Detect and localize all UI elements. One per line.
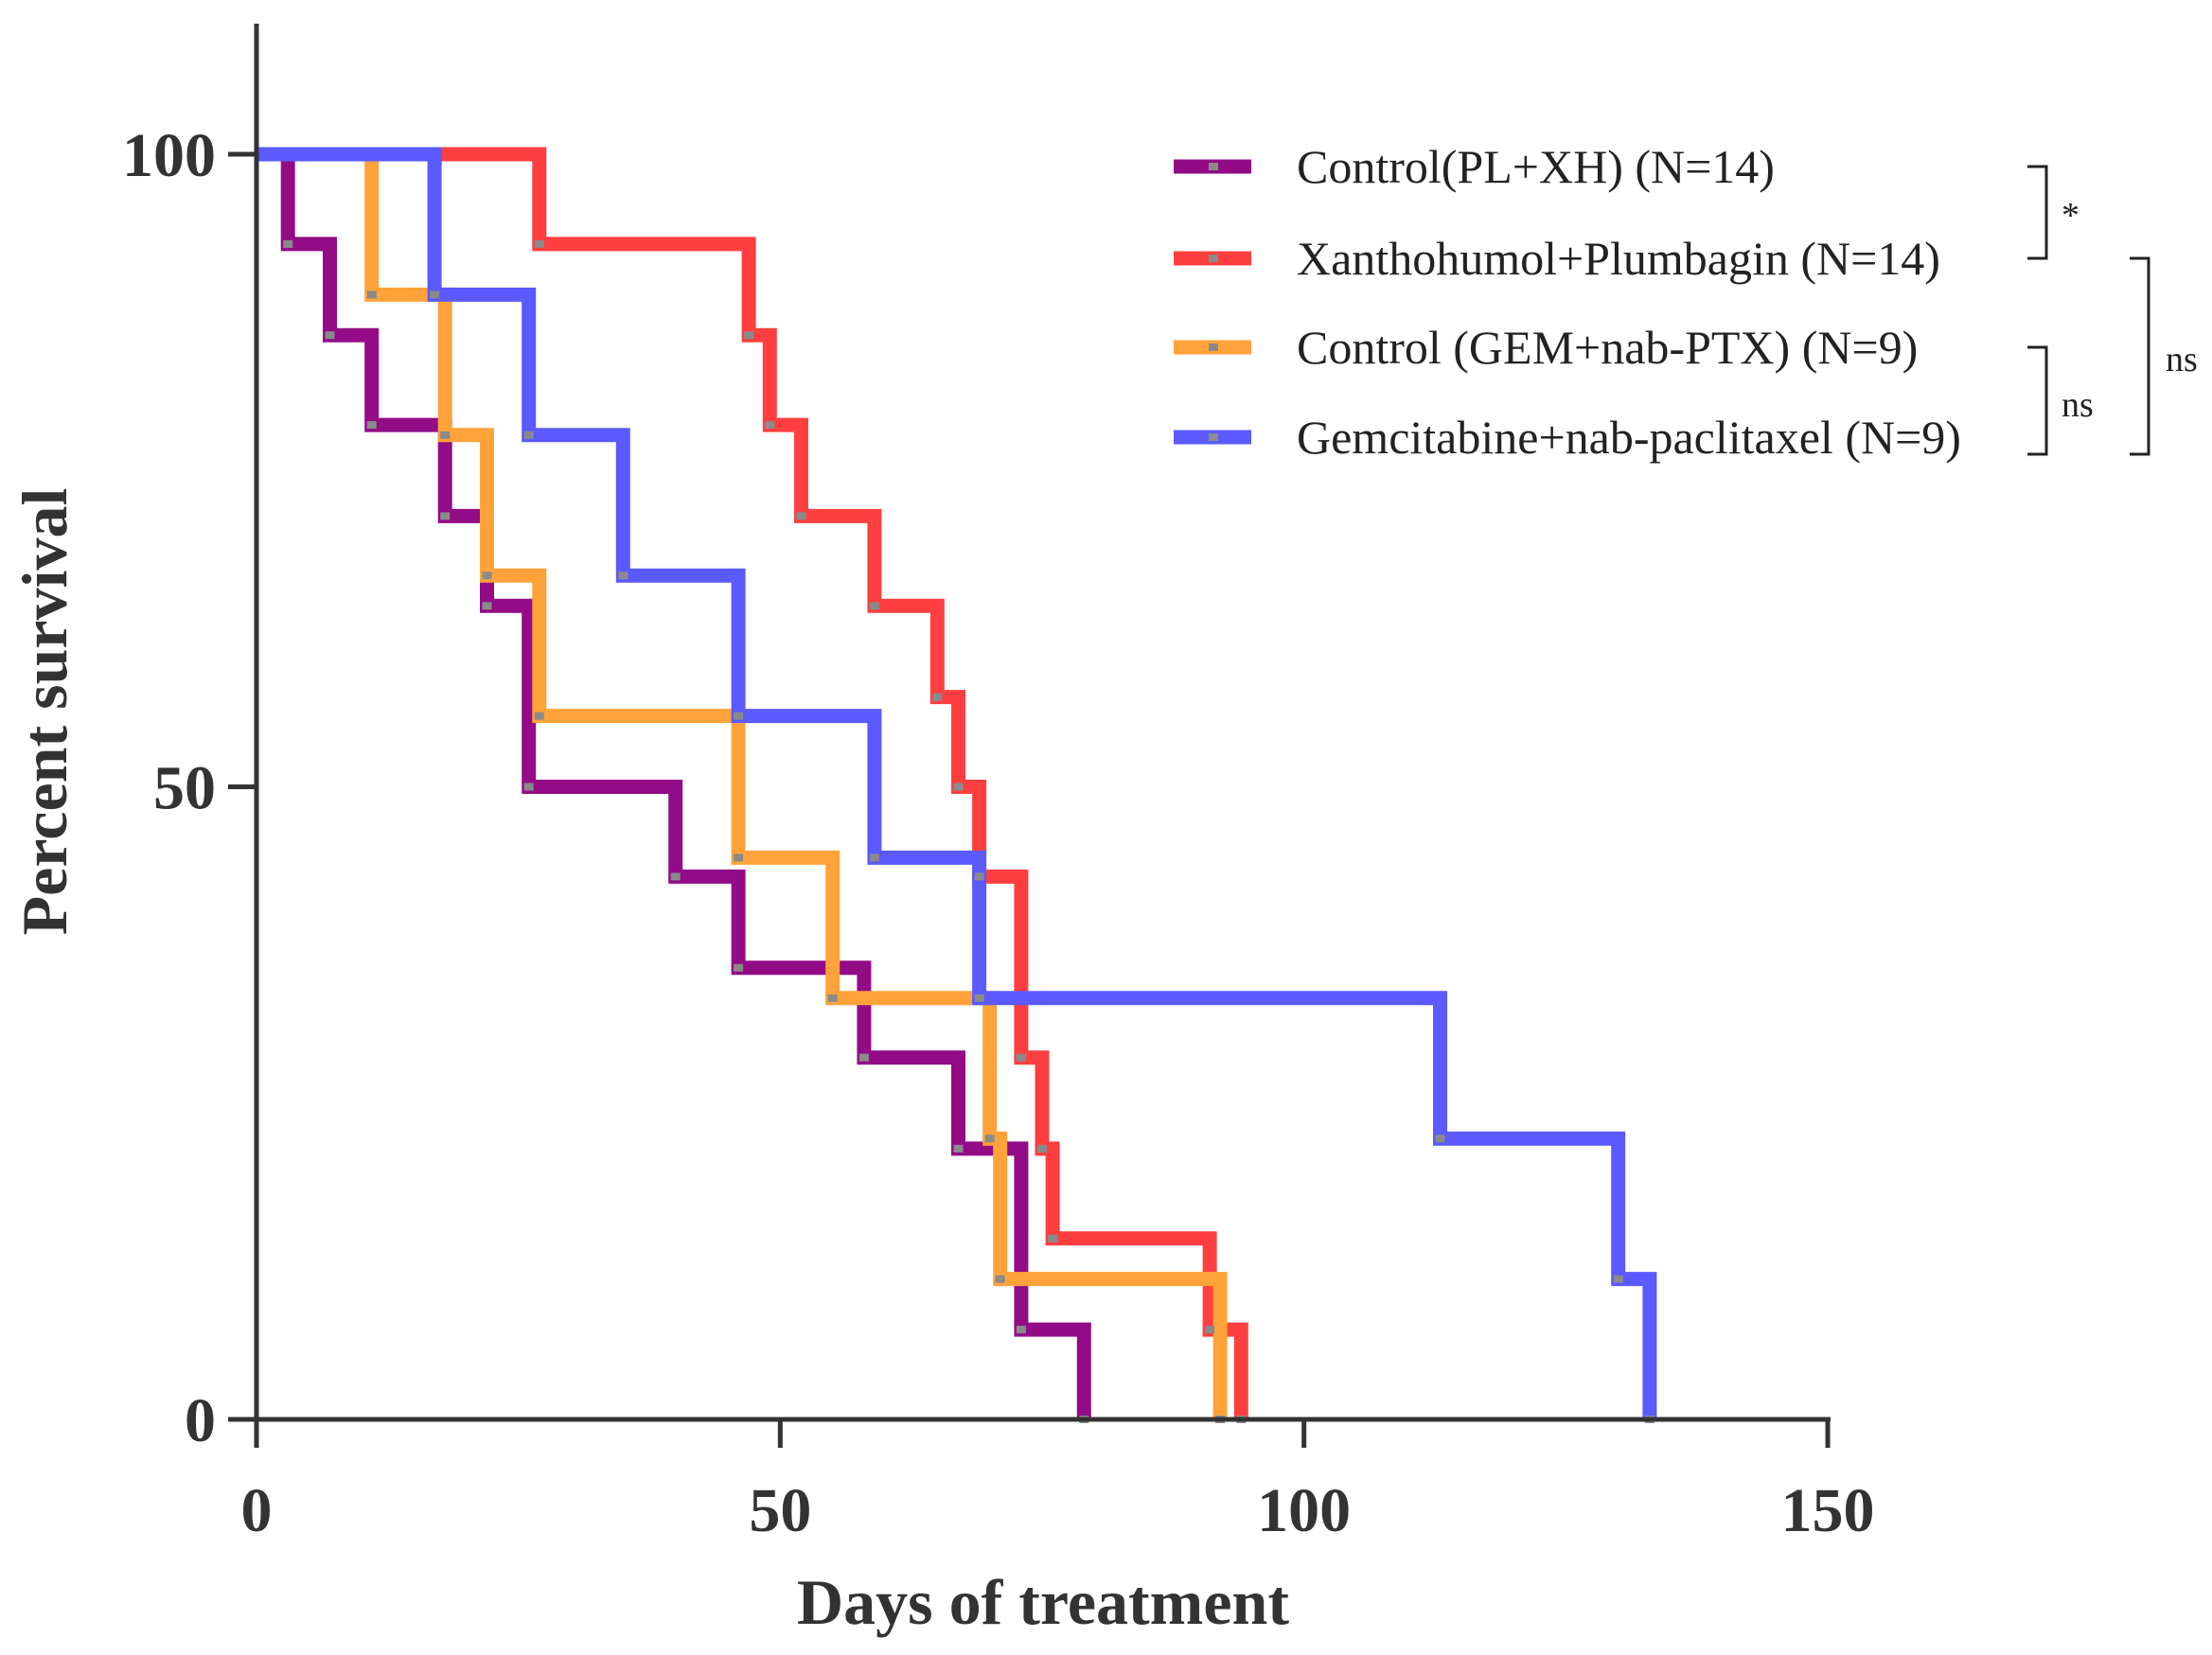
sig-label-1: * [2062, 196, 2079, 236]
censor-mark-1-10 [1037, 1144, 1047, 1153]
sig-label-3: ns [2166, 340, 2198, 379]
censor-mark-3-6 [974, 994, 984, 1002]
censor-mark-2-8 [995, 1275, 1005, 1283]
censor-mark-1-7 [953, 783, 964, 791]
censor-mark-0-10 [953, 1144, 964, 1153]
series-line-1 [257, 147, 1248, 1419]
sig-bracket-1 [2027, 165, 2048, 260]
censor-mark-1-6 [932, 693, 943, 701]
series-line-2 [257, 147, 1228, 1419]
censor-mark-3-3 [618, 572, 628, 580]
censor-mark-0-11 [1016, 1326, 1026, 1334]
censor-mark-1-4 [796, 512, 806, 520]
y-ticks-group: 0 50 100 [122, 121, 257, 1455]
censor-mark-0-8 [734, 963, 744, 972]
censor-mark-0-6 [523, 783, 534, 791]
x-axis-title: Days of treatment [797, 1566, 1289, 1638]
censor-mark-0-5 [482, 602, 492, 610]
censor-marks-group [283, 239, 1655, 1423]
legend-label-0: Control(PL+XH) (N=14) [1297, 140, 1775, 193]
legend-censor-2 [1209, 343, 1218, 351]
y-tick-label-2: 100 [122, 121, 216, 190]
censor-mark-1-5 [869, 602, 879, 610]
x-tick-label-2: 100 [1257, 1476, 1351, 1545]
censor-mark-3-8 [1613, 1275, 1623, 1283]
censor-mark-0-9 [858, 1053, 869, 1062]
censor-mark-2-1 [366, 291, 377, 299]
sig-label-2: ns [2062, 385, 2094, 425]
censor-mark-0-1 [283, 239, 293, 248]
sig-bracket-3 [2130, 256, 2150, 456]
censor-mark-2-5 [734, 854, 744, 862]
censor-mark-2-3 [482, 572, 492, 580]
censor-mark-1-1 [534, 239, 544, 248]
significance-brackets: * ns ns [2027, 165, 2198, 456]
x-tick-label-3: 150 [1781, 1476, 1875, 1545]
sig-bracket-2 [2027, 345, 2048, 456]
legend-censor-1 [1209, 255, 1218, 262]
censor-mark-3-7 [1435, 1135, 1445, 1143]
censor-mark-2-2 [440, 431, 451, 439]
censor-mark-3-5 [869, 854, 879, 862]
censor-mark-0-4 [440, 512, 451, 520]
censor-mark-3-2 [523, 431, 534, 439]
y-tick-label-1: 50 [153, 754, 216, 823]
censor-mark-0-7 [670, 872, 681, 881]
censor-mark-1-3 [765, 421, 775, 430]
censor-mark-3-4 [734, 712, 744, 720]
x-tick-label-0: 0 [241, 1476, 273, 1545]
censor-mark-0-2 [325, 331, 335, 340]
legend: Control(PL+XH) (N=14) Xanthohumol+Plumbag… [1174, 140, 1961, 464]
censor-mark-1-11 [1048, 1234, 1058, 1242]
x-tick-label-1: 50 [749, 1476, 811, 1545]
censor-mark-3-1 [430, 291, 440, 299]
censor-mark-2-6 [827, 994, 838, 1002]
censor-mark-2-4 [534, 712, 544, 720]
censor-mark-1-12 [1205, 1326, 1215, 1334]
censor-mark-1-2 [744, 331, 754, 340]
legend-label-1: Xanthohumol+Plumbagin (N=14) [1297, 232, 1940, 285]
censor-mark-1-9 [1016, 1053, 1026, 1062]
series-line-3 [257, 147, 1657, 1419]
legend-label-3: Gemcitabine+nab-paclitaxel (N=9) [1297, 411, 1961, 464]
y-tick-label-0: 0 [185, 1386, 216, 1455]
legend-censor-3 [1209, 433, 1218, 441]
censor-mark-0-3 [366, 421, 377, 430]
censor-mark-1-8 [974, 872, 984, 881]
censor-mark-2-7 [984, 1135, 995, 1143]
legend-censor-0 [1209, 163, 1218, 170]
legend-label-2: Control (GEM+nab-PTX) (N=9) [1297, 321, 1918, 374]
y-axis-title: Percent survival [9, 488, 80, 936]
x-ticks-group: 0 50 100 150 [241, 1419, 1875, 1545]
